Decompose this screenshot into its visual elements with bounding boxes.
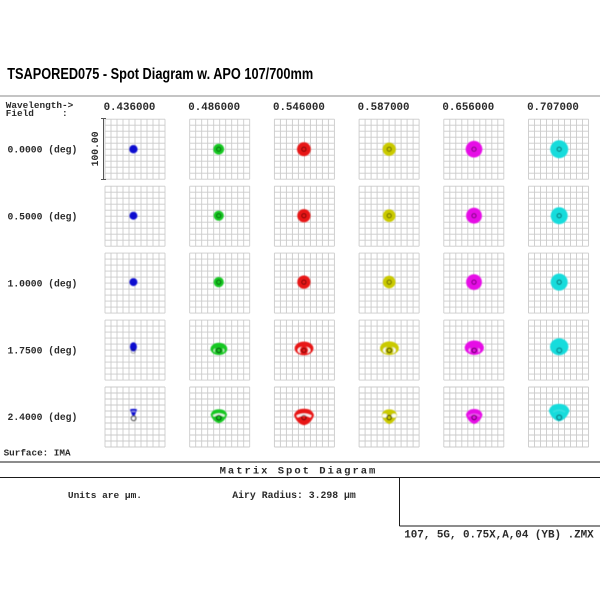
svg-text:Wavelength->: Wavelength->: [6, 100, 74, 111]
svg-text:Surface: IMA: Surface: IMA: [4, 447, 71, 458]
svg-text:2.4000 (deg): 2.4000 (deg): [8, 412, 78, 423]
svg-text:Field :: Field :: [6, 108, 68, 119]
svg-text:0.436000: 0.436000: [104, 102, 156, 114]
svg-text:1.7500 (deg): 1.7500 (deg): [8, 345, 78, 356]
svg-text:0.546000: 0.546000: [273, 102, 325, 114]
svg-text:Units are µm.: Units are µm.: [68, 490, 142, 501]
svg-text:TSAPORED075 - Spot Diagram w.: TSAPORED075 - Spot Diagram w. APO 107/70…: [7, 66, 313, 83]
svg-text:1.0000 (deg): 1.0000 (deg): [8, 278, 78, 289]
svg-text:Airy Radius: 3.298 µm: Airy Radius: 3.298 µm: [232, 490, 356, 501]
svg-text:Matrix Spot Diagram: Matrix Spot Diagram: [220, 465, 378, 477]
svg-text:0.5000 (deg): 0.5000 (deg): [8, 211, 78, 222]
svg-text:0.0000 (deg): 0.0000 (deg): [8, 144, 78, 155]
svg-text:100.00: 100.00: [90, 131, 101, 166]
svg-text:0.486000: 0.486000: [188, 102, 240, 114]
svg-text:0.587000: 0.587000: [358, 102, 410, 114]
svg-text:0.707000: 0.707000: [527, 102, 579, 114]
svg-text:107, 5G, 0.75X,A,04 (YB) .ZMX: 107, 5G, 0.75X,A,04 (YB) .ZMX: [404, 530, 594, 542]
svg-text:0.656000: 0.656000: [442, 102, 494, 114]
